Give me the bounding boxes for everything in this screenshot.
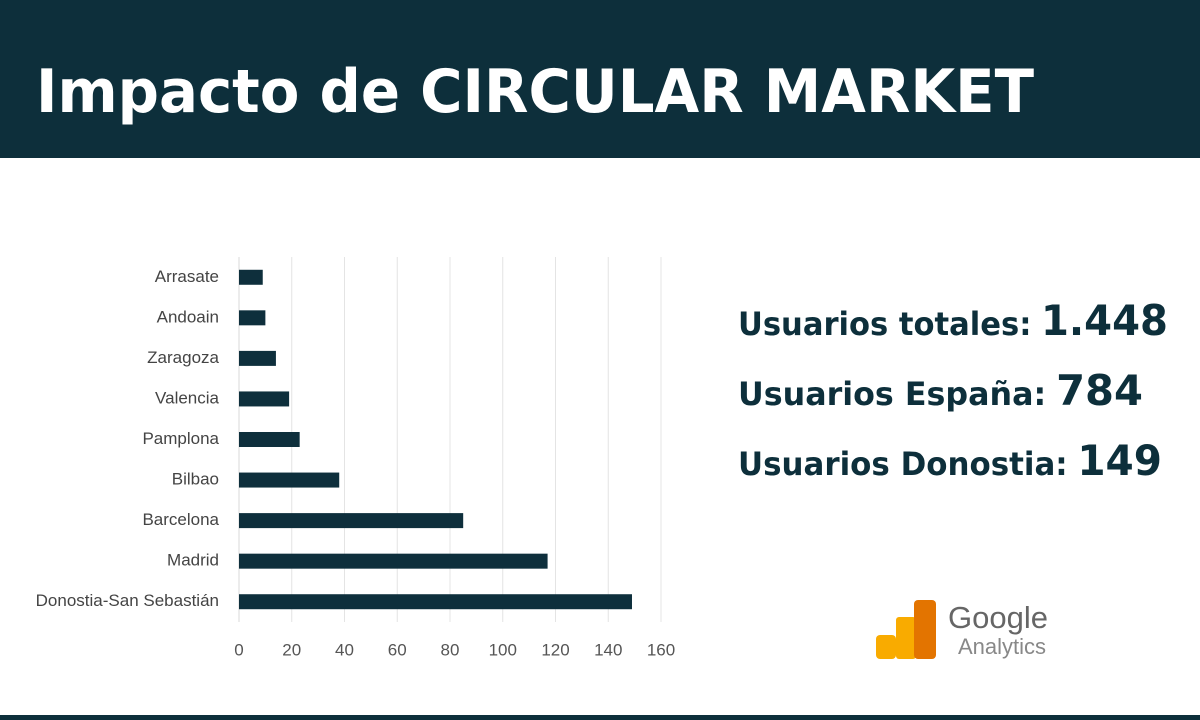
logo-product: Analytics: [958, 634, 1046, 659]
category-label: Pamplona: [142, 429, 219, 448]
bar: [239, 472, 340, 488]
x-tick-label: 100: [489, 640, 517, 659]
category-label: Andoain: [157, 307, 219, 326]
x-tick-label: 120: [541, 640, 569, 659]
x-tick-label: 60: [388, 640, 407, 659]
footer-line: [0, 715, 1200, 720]
stat-value: 1.448: [1041, 296, 1168, 345]
bar: [239, 594, 632, 610]
stat-label: Usuarios Donostia:: [738, 445, 1068, 483]
stat-value: 784: [1056, 366, 1143, 415]
bar: [239, 391, 290, 407]
stat-label: Usuarios España:: [738, 375, 1046, 413]
x-tick-label: 80: [441, 640, 460, 659]
logo-bar: [896, 617, 916, 659]
header-band: [0, 0, 1200, 158]
stat-line: Usuarios totales: 1.448: [738, 296, 1168, 345]
category-label: Arrasate: [155, 267, 219, 286]
title: Impacto de CIRCULAR MARKET: [36, 57, 1034, 127]
stat-block: Usuarios totales: 1.448 Usuarios España: 7…: [738, 296, 1168, 485]
logo-bar: [876, 635, 896, 659]
bar: [239, 350, 276, 366]
bar: [239, 553, 548, 569]
category-label: Barcelona: [142, 510, 219, 529]
stat-line: Usuarios Donostia:149: [738, 436, 1162, 485]
category-label: Valencia: [155, 388, 219, 407]
x-tick-label: 140: [594, 640, 622, 659]
category-label: Bilbao: [172, 470, 219, 489]
category-label: Madrid: [167, 551, 219, 570]
x-tick-label: 0: [234, 640, 243, 659]
bar: [239, 269, 263, 285]
x-tick-label: 160: [647, 640, 675, 659]
category-label: Zaragoza: [147, 348, 219, 367]
category-label: Donostia-San Sebastián: [36, 591, 219, 610]
x-tick-label: 40: [335, 640, 354, 659]
logo-brand: Google: [948, 600, 1048, 635]
bar: [239, 513, 464, 529]
stat-label: Usuarios totales:: [738, 305, 1031, 343]
stat-line: Usuarios España: 784: [738, 366, 1143, 415]
stat-value: 149: [1077, 436, 1162, 485]
bar: [239, 432, 300, 447]
bar: [239, 310, 266, 326]
logo-bar: [914, 600, 936, 659]
x-tick-label: 20: [282, 640, 301, 659]
analytics-logo: Google Analytics: [876, 600, 1048, 659]
